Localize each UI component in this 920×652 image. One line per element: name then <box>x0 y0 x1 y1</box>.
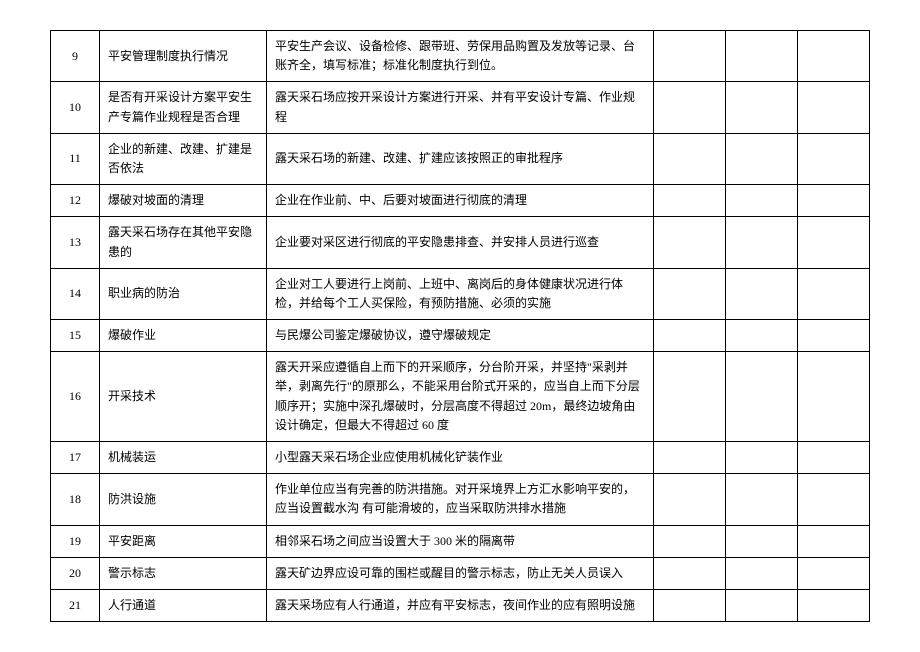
blank-cell <box>798 474 870 525</box>
blank-cell <box>726 320 798 352</box>
blank-cell <box>726 133 798 184</box>
row-description: 露天采石场的新建、改建、扩建应该按照正的审批程序 <box>267 133 654 184</box>
blank-cell <box>798 442 870 474</box>
blank-cell <box>654 82 726 133</box>
blank-cell <box>726 525 798 557</box>
row-description: 平安生产会议、设备检修、跟带班、劳保用品购置及发放等记录、台账齐全，填写标准；标… <box>267 31 654 82</box>
blank-cell <box>798 217 870 268</box>
row-number: 16 <box>51 352 100 442</box>
blank-cell <box>654 557 726 589</box>
table-row: 20警示标志露天矿边界应设可靠的围栏或醒目的警示标志，防止无关人员误入 <box>51 557 870 589</box>
table-row: 14职业病的防治企业对工人要进行上岗前、上班中、离岗后的身体健康状况进行体检，并… <box>51 268 870 319</box>
table-row: 15爆破作业与民爆公司鉴定爆破协议，遵守爆破规定 <box>51 320 870 352</box>
blank-cell <box>798 557 870 589</box>
blank-cell <box>798 133 870 184</box>
row-item: 露天采石场存在其他平安隐患的 <box>100 217 267 268</box>
blank-cell <box>726 82 798 133</box>
table-row: 16开采技术露天开采应遵循自上而下的开采顺序，分台阶开采，并坚持"采剥并举，剥离… <box>51 352 870 442</box>
blank-cell <box>654 352 726 442</box>
blank-cell <box>654 217 726 268</box>
row-number: 10 <box>51 82 100 133</box>
blank-cell <box>798 185 870 217</box>
row-number: 20 <box>51 557 100 589</box>
table-row: 12爆破对坡面的清理企业在作业前、中、后要对坡面进行彻底的清理 <box>51 185 870 217</box>
blank-cell <box>726 185 798 217</box>
row-description: 露天开采应遵循自上而下的开采顺序，分台阶开采，并坚持"采剥并举，剥离先行"的原那… <box>267 352 654 442</box>
blank-cell <box>798 352 870 442</box>
row-description: 企业对工人要进行上岗前、上班中、离岗后的身体健康状况进行体检，并给每个工人买保险… <box>267 268 654 319</box>
table-row: 21人行通道露天采场应有人行通道，并应有平安标志，夜间作业的应有照明设施 <box>51 589 870 621</box>
row-number: 12 <box>51 185 100 217</box>
row-number: 9 <box>51 31 100 82</box>
blank-cell <box>654 442 726 474</box>
row-description: 作业单位应当有完善的防洪措施。对开采境界上方汇水影响平安的，应当设置截水沟 有可… <box>267 474 654 525</box>
row-description: 与民爆公司鉴定爆破协议，遵守爆破规定 <box>267 320 654 352</box>
table-row: 10是否有开采设计方案平安生产专篇作业规程是否合理露天采石场应按开采设计方案进行… <box>51 82 870 133</box>
blank-cell <box>654 474 726 525</box>
blank-cell <box>726 352 798 442</box>
inspection-table: 9平安管理制度执行情况平安生产会议、设备检修、跟带班、劳保用品购置及发放等记录、… <box>50 30 870 622</box>
row-item: 是否有开采设计方案平安生产专篇作业规程是否合理 <box>100 82 267 133</box>
row-description: 露天采场应有人行通道，并应有平安标志，夜间作业的应有照明设施 <box>267 589 654 621</box>
table-row: 13露天采石场存在其他平安隐患的企业要对采区进行彻底的平安隐患排查、并安排人员进… <box>51 217 870 268</box>
blank-cell <box>726 217 798 268</box>
row-number: 19 <box>51 525 100 557</box>
blank-cell <box>726 589 798 621</box>
row-description: 企业要对采区进行彻底的平安隐患排查、并安排人员进行巡查 <box>267 217 654 268</box>
table-row: 18防洪设施作业单位应当有完善的防洪措施。对开采境界上方汇水影响平安的，应当设置… <box>51 474 870 525</box>
blank-cell <box>798 589 870 621</box>
row-number: 18 <box>51 474 100 525</box>
blank-cell <box>798 320 870 352</box>
row-item: 防洪设施 <box>100 474 267 525</box>
blank-cell <box>798 525 870 557</box>
table-row: 11企业的新建、改建、扩建是否依法露天采石场的新建、改建、扩建应该按照正的审批程… <box>51 133 870 184</box>
blank-cell <box>654 589 726 621</box>
table-row: 9平安管理制度执行情况平安生产会议、设备检修、跟带班、劳保用品购置及发放等记录、… <box>51 31 870 82</box>
row-item: 爆破对坡面的清理 <box>100 185 267 217</box>
blank-cell <box>726 474 798 525</box>
blank-cell <box>654 525 726 557</box>
row-item: 机械装运 <box>100 442 267 474</box>
blank-cell <box>798 31 870 82</box>
table-row: 19平安距离相邻采石场之间应当设置大于 300 米的隔离带 <box>51 525 870 557</box>
blank-cell <box>726 268 798 319</box>
blank-cell <box>654 185 726 217</box>
row-number: 21 <box>51 589 100 621</box>
row-item: 警示标志 <box>100 557 267 589</box>
row-description: 企业在作业前、中、后要对坡面进行彻底的清理 <box>267 185 654 217</box>
blank-cell <box>654 133 726 184</box>
blank-cell <box>654 320 726 352</box>
row-item: 平安距离 <box>100 525 267 557</box>
blank-cell <box>798 82 870 133</box>
row-number: 14 <box>51 268 100 319</box>
row-number: 15 <box>51 320 100 352</box>
blank-cell <box>726 442 798 474</box>
row-description: 露天矿边界应设可靠的围栏或醒目的警示标志，防止无关人员误入 <box>267 557 654 589</box>
blank-cell <box>654 31 726 82</box>
row-item: 开采技术 <box>100 352 267 442</box>
row-item: 平安管理制度执行情况 <box>100 31 267 82</box>
blank-cell <box>798 268 870 319</box>
blank-cell <box>726 31 798 82</box>
row-item: 人行通道 <box>100 589 267 621</box>
row-description: 小型露天采石场企业应使用机械化铲装作业 <box>267 442 654 474</box>
blank-cell <box>654 268 726 319</box>
row-description: 相邻采石场之间应当设置大于 300 米的隔离带 <box>267 525 654 557</box>
blank-cell <box>726 557 798 589</box>
row-item: 企业的新建、改建、扩建是否依法 <box>100 133 267 184</box>
row-number: 17 <box>51 442 100 474</box>
table-row: 17机械装运小型露天采石场企业应使用机械化铲装作业 <box>51 442 870 474</box>
row-item: 职业病的防治 <box>100 268 267 319</box>
row-number: 13 <box>51 217 100 268</box>
row-description: 露天采石场应按开采设计方案进行开采、并有平安设计专篇、作业规程 <box>267 82 654 133</box>
row-number: 11 <box>51 133 100 184</box>
row-item: 爆破作业 <box>100 320 267 352</box>
